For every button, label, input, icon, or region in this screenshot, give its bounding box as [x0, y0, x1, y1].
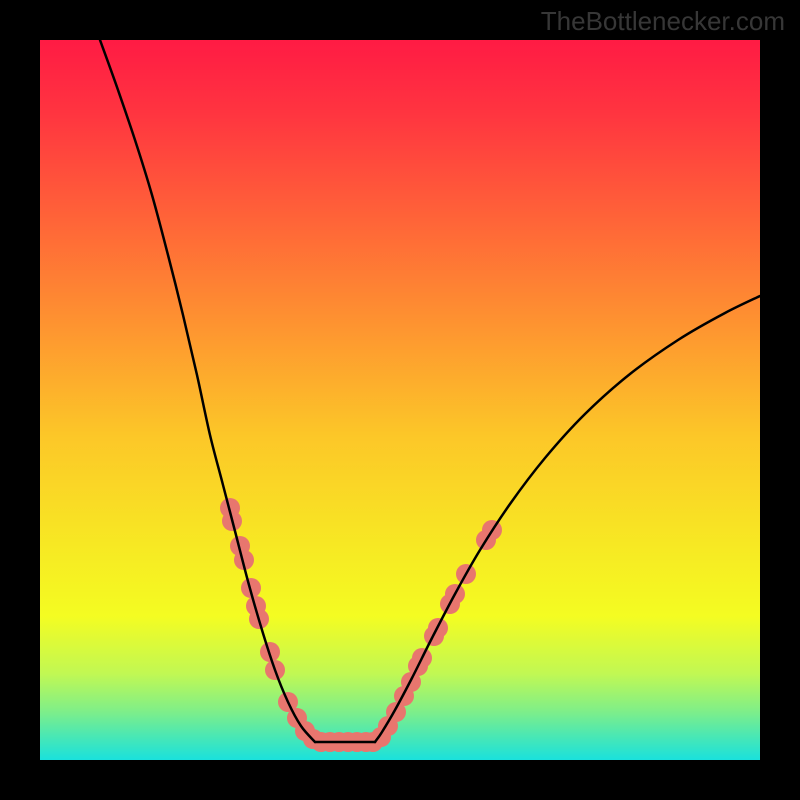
- watermark-text: TheBottlenecker.com: [541, 6, 785, 37]
- curve-layer: [0, 0, 800, 800]
- bottleneck-curve: [375, 296, 760, 742]
- outer-frame: TheBottlenecker.com: [0, 0, 800, 800]
- bottleneck-curve: [100, 40, 315, 742]
- plot-area: [40, 40, 760, 760]
